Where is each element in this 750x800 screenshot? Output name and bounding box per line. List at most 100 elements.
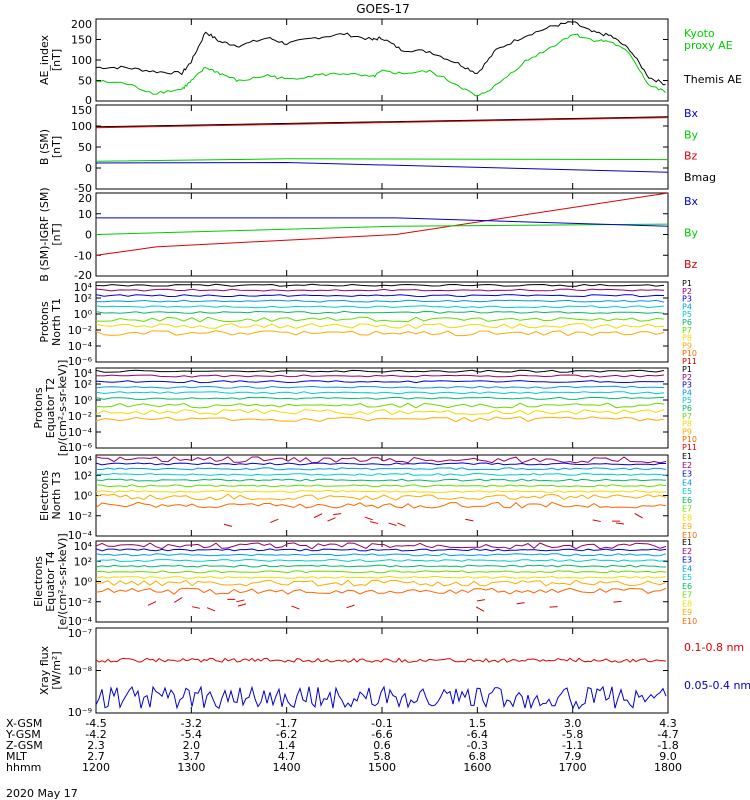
y-tick-label: 10⁻⁸ [68,665,93,678]
flux-channel [96,472,667,476]
flux-channel-e9 [634,513,643,519]
flux-channel-e9 [333,513,342,516]
orbit-cell: 2.0 [183,739,201,752]
legend-item: P7 [682,412,692,421]
legend-item: P5 [682,396,692,405]
orbit-cell: -5.4 [181,728,202,741]
flux-channel-e9 [346,604,355,609]
y-axis-label: North T3 [50,472,63,520]
date-label: 2020 May 17 [6,787,78,800]
legend-item: E5 [682,487,692,496]
flux-channel-e9 [173,597,183,603]
flux-channel-e9 [236,599,245,603]
legend-item: P7 [682,326,692,335]
y-tick-label: 0 [85,162,92,175]
y-tick-label: 10² [74,469,92,482]
legend-item: By [684,227,699,240]
series-by [96,158,668,162]
flux-channel [96,380,665,384]
y-axis-label: Protons [38,301,51,342]
flux-channel [96,330,665,337]
y-tick-label: 10⁴ [74,454,93,467]
panel-frame [95,192,669,277]
orbit-cell: 1600 [463,761,491,774]
legend-item: E2 [682,547,692,556]
flux-channel-e9 [364,516,373,521]
orbit-row-label: Y-GSM [5,728,41,741]
flux-channel [96,299,665,303]
panel-et4: 10⁴ 10² 10⁰ 10⁻² 10⁻⁴ Electrons Equator T4 [e/(… [32,533,697,629]
legend-item: P6 [682,318,692,327]
y-tick-label: 20 [78,192,92,205]
orbit-cell: 1500 [368,761,396,774]
flux-channel-e9 [388,522,397,526]
flux-channel-e9 [313,513,323,519]
legend-item: Bx [684,195,699,208]
orbit-cell: 1400 [273,761,301,774]
y-tick-label: 10⁻⁴ [68,340,93,353]
series-bx [96,161,668,173]
legend-item: P11 [682,357,697,366]
panel-frame [95,104,669,190]
orbit-cell: -4.5 [85,717,106,730]
y-axis-label: Equator T2 [44,378,57,438]
legend-item: P4 [682,388,692,397]
legend-item: P2 [682,373,692,382]
orbit-cell: -5.8 [562,728,583,741]
flux-channel-e9 [147,601,157,606]
panel-bsm: 150 100 50 0 -50 B (SM) [nT] Bx By Bz Bmag [38,104,716,195]
legend-item: P10 [682,435,697,444]
orbit-row-label: X-GSM [6,717,42,730]
legend-item: P5 [682,310,692,319]
flux-channel-e9 [270,518,279,524]
flux-channel [96,294,665,298]
flux-channel [96,288,665,292]
y-tick-label: 50 [78,141,92,154]
panel-xray: 10⁻⁷ 10⁻⁸ 10⁻⁹ Xray flux [W/m²] 0.1-0.8 nm 0.0… [38,627,750,719]
y-axis-label: Protons [32,387,45,428]
legend-item: E3 [682,470,692,479]
y-tick-label: 150 [71,104,92,117]
y-axis-label: Xray flux [38,645,51,695]
orbit-row-label: MLT [6,750,27,763]
legend-item: E5 [682,573,692,582]
orbit-cell: -6.6 [371,728,392,741]
y-tick-label: 200 [71,18,92,31]
flux-channel [96,489,667,493]
plot-title: GOES-17 [356,2,410,16]
orbit-cell: 0.6 [373,739,391,752]
orbit-row-label: Z-GSM [6,739,43,752]
y-tick-label: 10² [74,292,92,305]
flux-channel [96,316,665,323]
y-tick-label: 100 [71,120,92,133]
legend-item: E7 [682,591,692,600]
y-axis-label: Equator T4 [44,551,57,611]
legend-item: E8 [682,513,692,522]
y-tick-label: 10⁴ [74,540,93,553]
orbit-row-label: hhmm [6,761,41,774]
series-short-xray [96,685,667,710]
data-layer [96,456,667,527]
series-line [96,33,666,97]
y-tick-label: 10⁻² [68,596,92,609]
orbit-cell: 1300 [177,761,205,774]
flux-channel-e9 [592,519,601,523]
flux-channel-e9 [615,522,625,525]
flux-channel [96,374,665,378]
orbit-cell: 3.7 [183,750,201,763]
y-tick-label: -50 [74,182,92,195]
legend-item: By [684,128,699,141]
y-tick-label: 10⁰ [74,308,93,321]
legend-item: P3 [682,381,692,390]
y-tick-label: 50 [78,75,92,88]
legend-item: P10 [682,349,697,358]
y-tick-label: 10⁰ [74,490,93,503]
y-axis-label: [nT] [50,136,63,158]
flux-channel-e9 [549,606,558,608]
flux-channel [96,283,665,287]
legend-item: Bx [684,107,699,120]
